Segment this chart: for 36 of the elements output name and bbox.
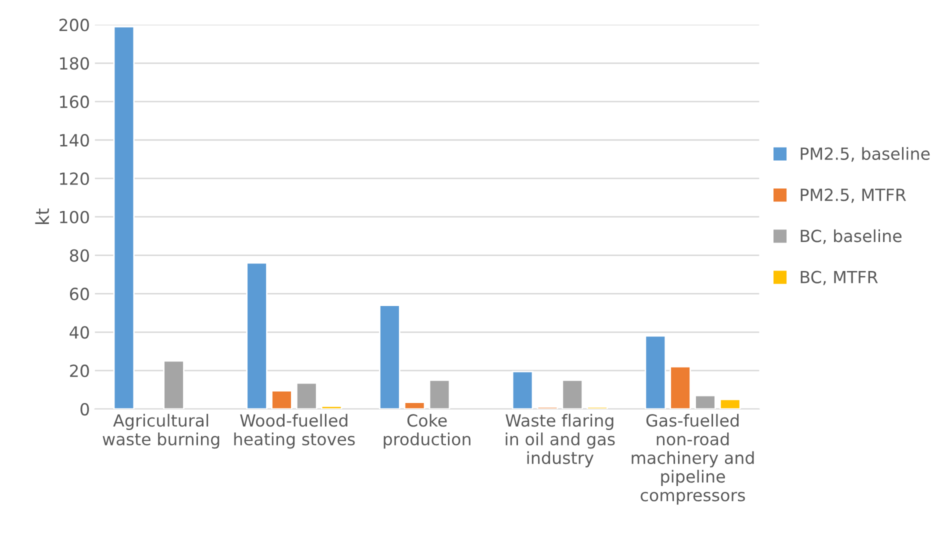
- bar: [163, 360, 184, 410]
- bar: [113, 26, 135, 410]
- bar: [512, 370, 534, 410]
- bar: [562, 379, 584, 410]
- x-tick-label: Wood-fuelled heating stoves: [234, 414, 355, 449]
- y-tick-label: 160: [60, 96, 89, 108]
- bar: [719, 398, 741, 410]
- bar: [296, 382, 318, 410]
- bar: [428, 379, 450, 410]
- bar: [404, 402, 426, 410]
- legend-label: BC, baseline: [800, 229, 902, 244]
- x-tick-label: Coke production: [384, 414, 470, 449]
- x-tick-label: Gas-fuelled non-road machinery and pipeline compressors: [632, 414, 754, 505]
- x-tick-label: Waste flaring in oil and gas industry: [506, 414, 615, 468]
- bar: [246, 262, 268, 410]
- y-tick-label: 100: [60, 210, 89, 224]
- legend-label: PM2.5, baseline: [800, 147, 930, 162]
- bar: [644, 335, 666, 410]
- y-tick-label: 80: [70, 249, 89, 262]
- y-tick-label: 140: [60, 134, 89, 147]
- bar: [379, 304, 400, 410]
- bar: [271, 390, 292, 410]
- y-tick-label: 200: [59, 18, 89, 32]
- y-tick-label: 180: [60, 57, 89, 70]
- bar: [320, 405, 342, 410]
- x-tick-label: Agricultural waste burning: [102, 414, 220, 449]
- bar: [670, 366, 691, 410]
- legend-label: BC, MTFR: [800, 270, 878, 286]
- y-tick-label: 20: [70, 364, 89, 378]
- y-tick-label: 60: [70, 288, 89, 300]
- legend-label: PM2.5, MTFR: [800, 188, 906, 203]
- bar: [694, 394, 716, 410]
- y-tick-label: 120: [60, 172, 89, 185]
- y-tick-label: 40: [70, 326, 89, 339]
- y-tick-label: 0: [80, 402, 89, 416]
- y-axis-title: kt: [35, 208, 49, 224]
